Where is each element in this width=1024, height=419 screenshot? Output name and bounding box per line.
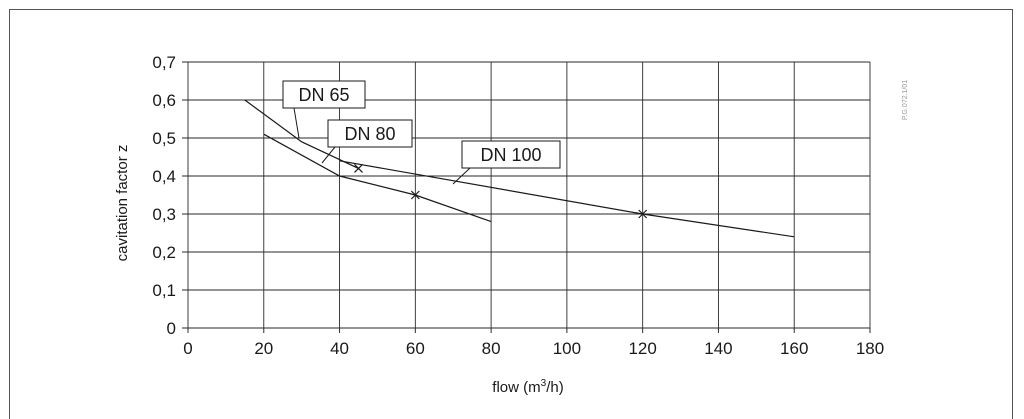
y-tick-label: 0,6	[152, 91, 176, 110]
marker-stroke	[638, 209, 648, 219]
series-marker-dn-65	[354, 163, 363, 173]
x-tick-label: 20	[254, 339, 273, 358]
tick-labels: 0 20 40 60 80 100 120 140 160 180 0 0,1 0,2 0,3 0,4 0,5…	[152, 53, 884, 358]
x-tick-label: 0	[183, 339, 192, 358]
x-axis-title: flow (m3/h)	[492, 378, 563, 396]
y-tick-label: 0,5	[152, 129, 176, 148]
x-tick-label: 40	[330, 339, 349, 358]
callout-dn-80: DN 80	[321, 119, 413, 164]
y-tick-label: 0,2	[152, 243, 176, 262]
callout-box	[282, 80, 366, 109]
series-marker-dn-100	[638, 209, 648, 219]
series-marker-dn-80	[410, 190, 420, 200]
callout-dn-65: DN 65	[282, 80, 366, 139]
series-line-dn-65	[244, 99, 359, 169]
y-tick-label: 0,4	[152, 167, 176, 186]
figure-frame	[9, 9, 1013, 419]
callout-leader	[452, 167, 471, 185]
callout-dn-100: DN 100	[452, 140, 561, 185]
callout-leader	[293, 107, 300, 139]
y-tick-label: 0,1	[152, 281, 176, 300]
y-axis-title: cavitation factor z	[114, 145, 131, 262]
x-tick-label: 120	[628, 339, 656, 358]
x-tick-label: 180	[856, 339, 884, 358]
marker-stroke	[410, 190, 420, 200]
y-tick-label: 0,3	[152, 205, 176, 224]
series-label: DN 80	[344, 124, 395, 144]
callout-box	[327, 119, 413, 148]
series-label: DN 100	[480, 145, 541, 165]
chart-canvas: 0 20 40 60 80 100 120 140 160 180 0 0,1 0,2 0,3 0,4 0,5…	[114, 53, 909, 396]
x-tick-label: 60	[406, 339, 425, 358]
series-callouts: DN 65 DN 80 DN 100	[282, 80, 561, 185]
x-tick-label: 140	[704, 339, 732, 358]
x-axis-title-end: /h)	[546, 379, 564, 396]
x-tick-label: 160	[780, 339, 808, 358]
x-tick-label: 100	[553, 339, 581, 358]
figure-code: P.G.072.1/01	[902, 80, 909, 120]
x-axis-title-sup: 3	[541, 378, 547, 389]
callout-leader	[321, 146, 336, 164]
series-line-dn-80	[263, 133, 492, 223]
y-tick-label: 0,7	[152, 53, 176, 72]
x-tick-label: 80	[482, 339, 501, 358]
x-axis-title-main: flow (m	[492, 379, 540, 396]
callout-box	[461, 140, 561, 169]
series-markers	[354, 163, 648, 219]
series-label: DN 65	[298, 85, 349, 105]
marker-stroke	[354, 163, 363, 173]
y-tick-label: 0	[167, 319, 176, 338]
